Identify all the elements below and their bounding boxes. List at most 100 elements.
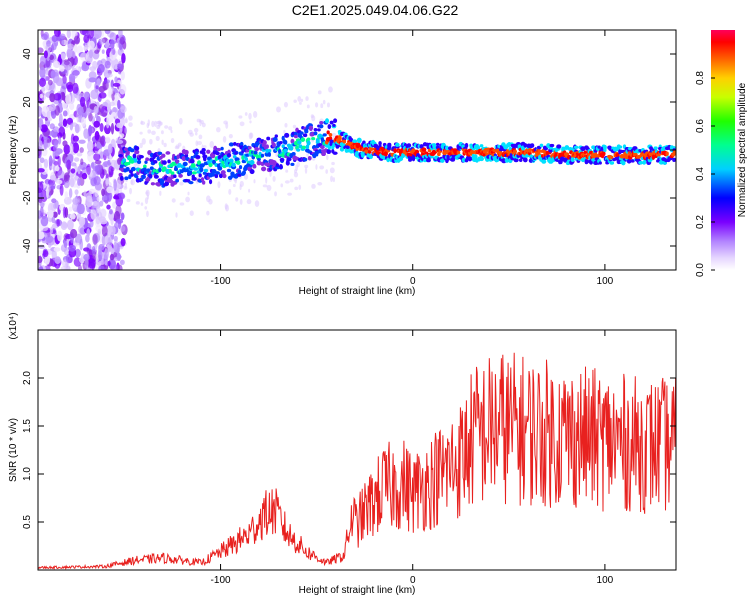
heatmap-cell [220, 170, 226, 175]
heatmap-cell [242, 170, 247, 175]
heatmap-cell [446, 154, 450, 159]
heatmap-cell [162, 160, 167, 165]
heatmap-cell [99, 208, 107, 218]
heatmap-cell [73, 157, 80, 162]
heatmap-cell [89, 188, 95, 195]
heatmap-cell [254, 200, 260, 207]
heatmap-cell [306, 153, 309, 157]
heatmap-cell [190, 163, 196, 168]
heatmap-cell [395, 142, 400, 147]
heatmap-cell [153, 160, 158, 164]
heatmap-cell [49, 123, 55, 130]
heatmap-cell [48, 155, 53, 167]
heatmap-cell [108, 258, 116, 270]
heatmap-cell [50, 226, 54, 234]
heatmap-cell [63, 144, 71, 155]
heatmap-cell [178, 173, 183, 178]
heatmap-cell [140, 120, 143, 125]
heatmap-cell [157, 151, 163, 155]
heatmap-cell [53, 202, 57, 209]
heatmap-cell [319, 165, 325, 170]
heatmap-cell [93, 30, 102, 39]
heatmap-cell [116, 252, 122, 262]
heatmap-cell [322, 99, 326, 105]
heatmap-cell [144, 206, 148, 210]
heatmap-cell [104, 41, 110, 49]
heatmap-cell [299, 131, 304, 135]
heatmap-cell [73, 242, 80, 247]
heatmap-cell [93, 105, 99, 115]
heatmap-cell [175, 212, 178, 218]
heatmap-cell [63, 60, 70, 66]
heatmap-cell [226, 168, 232, 173]
heatmap-cell [369, 147, 375, 151]
heatmap-cell [272, 175, 276, 182]
heatmap-cell [83, 253, 90, 261]
heatmap-cell [54, 165, 60, 172]
heatmap-cell [473, 154, 478, 159]
heatmap-cell [300, 137, 306, 142]
heatmap-cell [342, 139, 347, 144]
heatmap-cell [170, 137, 175, 144]
x-tick-label: -100 [211, 575, 231, 586]
heatmap-cell [244, 156, 249, 162]
heatmap-cell [248, 112, 252, 120]
heatmap-cell [94, 49, 100, 54]
y-tick-label: 0.5 [22, 515, 33, 529]
heatmap-cell [52, 211, 58, 218]
heatmap-cell [119, 164, 124, 169]
heatmap-cell [116, 122, 123, 129]
heatmap-cell [98, 92, 107, 99]
heatmap-cell [672, 157, 676, 162]
heatmap-cell [83, 128, 89, 139]
heatmap-cell [38, 140, 43, 151]
snr-ylabel: SNR (10 * v/v) [8, 418, 19, 482]
heatmap-cell [201, 151, 206, 156]
heatmap-cell [214, 173, 219, 179]
heatmap-cell [253, 179, 256, 184]
heatmap-cell [64, 191, 68, 201]
heatmap-cell [248, 188, 251, 193]
heatmap-cell [118, 133, 125, 138]
heatmap-cell [99, 218, 108, 225]
heatmap-cell [228, 188, 232, 195]
heatmap-cell [216, 127, 221, 133]
heatmap-cell [173, 174, 177, 179]
heatmap-cell [164, 181, 170, 187]
heatmap-cell [337, 135, 342, 140]
heatmap-cell [147, 119, 150, 127]
heatmap-cell [345, 145, 350, 149]
heatmap-cell [116, 179, 122, 189]
heatmap-cell [72, 142, 80, 154]
heatmap-cell [226, 153, 232, 158]
heatmap-cell [339, 147, 345, 152]
heatmap-cell [110, 248, 115, 255]
heatmap-cell [151, 120, 155, 128]
heatmap-cell [70, 162, 77, 167]
heatmap-cell [265, 144, 269, 149]
heatmap-cell [233, 141, 237, 146]
heatmap-cell [321, 152, 327, 157]
heatmap-cell [43, 140, 48, 150]
heatmap-cell [252, 163, 257, 169]
heatmap-cell [386, 157, 391, 163]
heatmap-cell [160, 130, 164, 135]
heatmap-cell [549, 143, 555, 148]
heatmap-cell [93, 153, 101, 162]
heatmap-cell [195, 155, 201, 159]
heatmap-cell [80, 252, 85, 263]
heatmap-cell [119, 36, 125, 45]
heatmap-cell [252, 110, 258, 118]
heatmap-cell [530, 143, 535, 148]
heatmap-cell [38, 244, 46, 249]
heatmap-cell [260, 153, 265, 158]
heatmap-cell [92, 234, 98, 245]
heatmap-cell [279, 164, 283, 170]
heatmap-cell [43, 50, 48, 59]
heatmap-cell [164, 125, 169, 129]
heatmap-cell [134, 145, 140, 151]
heatmap-cell [39, 55, 47, 66]
heatmap-cell [440, 158, 445, 163]
heatmap-cell [62, 75, 67, 84]
colorbar-tick-label: 0.8 [695, 71, 706, 85]
